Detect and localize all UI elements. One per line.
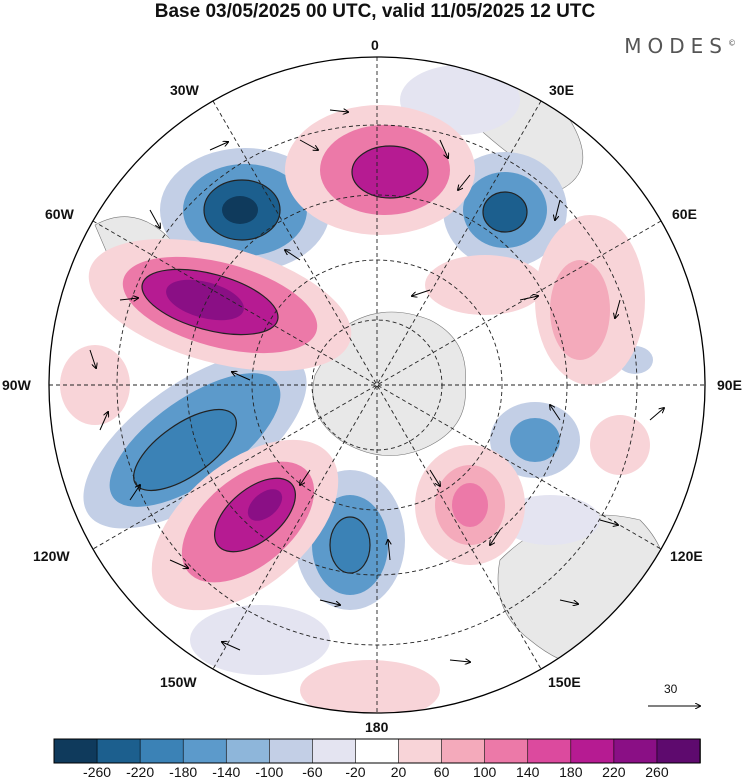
lon-label-90w: 90W (2, 377, 31, 393)
colorbar-swatch (312, 738, 357, 764)
colorbar-swatch (613, 738, 658, 764)
colorbar-tick-label: 140 (516, 764, 540, 780)
colorbar-swatch (398, 738, 443, 764)
lon-label-90e: 90E (717, 377, 742, 393)
colorbar-swatch (484, 738, 529, 764)
colorbar-tick-label: 180 (559, 764, 583, 780)
colorbar-swatch (570, 738, 615, 764)
lon-label-60w: 60W (45, 206, 74, 222)
colorbar-tick-label: -180 (169, 764, 198, 780)
colorbar-swatch (441, 738, 486, 764)
colorbar-swatch (269, 738, 314, 764)
colorbar-tick-label: -20 (345, 764, 366, 780)
lon-label-150w: 150W (160, 674, 197, 690)
graticule (49, 57, 705, 713)
colorbar-swatch (96, 738, 141, 764)
colorbar-tick-label: 220 (602, 764, 626, 780)
colorbar-frame (53, 738, 701, 764)
antarctica-land (312, 311, 466, 456)
lon-label-30w: 30W (170, 82, 199, 98)
colorbar-tick-label: 60 (433, 764, 450, 780)
polar-map (48, 56, 706, 714)
colorbar-swatch (53, 738, 98, 764)
colorbar-tick-label: -220 (126, 764, 155, 780)
map-boundary (48, 56, 706, 714)
colorbar-swatch (182, 738, 228, 764)
vector-scale-label: 30 (664, 682, 678, 696)
lon-label-180: 180 (365, 719, 389, 735)
colorbar (53, 738, 701, 764)
lon-label-150e: 150E (548, 674, 581, 690)
lon-label-120e: 120E (670, 548, 703, 564)
colorbar-swatch (225, 738, 271, 764)
lon-label-120w: 120W (33, 548, 70, 564)
lon-label-60e: 60E (672, 206, 697, 222)
lon-label-30e: 30E (549, 82, 574, 98)
colorbar-tick-label: -100 (255, 764, 284, 780)
colorbar-tick-label: -140 (212, 764, 241, 780)
lon-label-0: 0 (371, 37, 379, 53)
map-field (49, 57, 705, 713)
colorbar-tick-label: -60 (302, 764, 323, 780)
colorbar-swatch (355, 738, 400, 764)
wind-vectors (89, 110, 664, 662)
colorbar-swatch (656, 738, 701, 764)
colorbar-tick-label: -260 (83, 764, 112, 780)
colorbar-tick-label: 100 (472, 764, 497, 780)
modes-logo: MODES© (624, 34, 736, 58)
colorbar-swatch (527, 738, 572, 764)
colorbar-tick-label: 20 (390, 764, 407, 780)
colorbar-swatch (139, 738, 184, 764)
brand-text: MODES (624, 34, 728, 58)
colorbar-tick-label: 260 (645, 764, 669, 780)
map-title: Base 03/05/2025 00 UTC, valid 11/05/2025… (154, 1, 596, 22)
positive-anomalies (60, 105, 650, 713)
